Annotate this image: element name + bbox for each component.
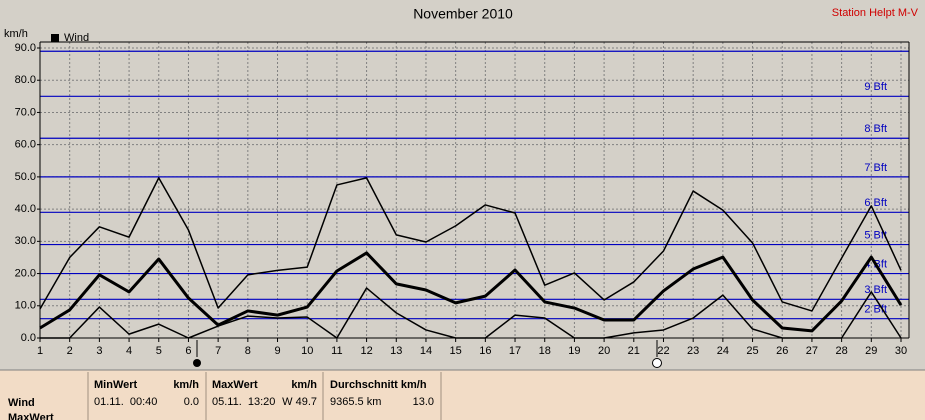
station-name: Station Helpt M-V bbox=[832, 7, 919, 19]
beaufort-label: 6 Bft bbox=[864, 197, 887, 209]
x-tick-label: 4 bbox=[126, 345, 132, 357]
wind-line bbox=[40, 287, 902, 339]
x-tick-label: 19 bbox=[568, 345, 580, 357]
legend-swatch bbox=[51, 34, 59, 42]
column-unit: km/h bbox=[173, 379, 199, 391]
cell: 05.11. 13:20 bbox=[212, 396, 275, 408]
x-tick-label: 2 bbox=[67, 345, 73, 357]
x-tick-label: 8 bbox=[245, 345, 251, 357]
y-tick-label: 70.0 bbox=[15, 106, 36, 118]
x-tick-label: 13 bbox=[390, 345, 402, 357]
x-tick-label: 5 bbox=[156, 345, 162, 357]
chart-title: November 2010 bbox=[413, 6, 513, 22]
y-tick-label: 30.0 bbox=[15, 235, 36, 247]
x-tick-label: 12 bbox=[360, 345, 372, 357]
x-tick-label: 6 bbox=[185, 345, 191, 357]
x-tick-label: 11 bbox=[331, 345, 342, 357]
wind-line bbox=[39, 251, 903, 333]
x-tick-label: 15 bbox=[450, 345, 462, 357]
cell: 13.0 bbox=[413, 396, 434, 408]
x-tick-label: 10 bbox=[301, 345, 313, 357]
y-tick-label: 10.0 bbox=[15, 300, 36, 312]
x-tick-label: 9 bbox=[274, 345, 280, 357]
x-tick-label: 23 bbox=[687, 345, 699, 357]
x-tick-label: 21 bbox=[628, 345, 640, 357]
x-tick-label: 20 bbox=[598, 345, 610, 357]
x-tick-label: 27 bbox=[806, 345, 818, 357]
x-tick-label: 24 bbox=[717, 345, 729, 357]
beaufort-label: 8 Bft bbox=[864, 123, 887, 135]
y-tick-label: 0.0 bbox=[21, 332, 36, 344]
beaufort-label: 2 Bft bbox=[864, 304, 887, 316]
cell: 9365.5 km bbox=[330, 396, 381, 408]
y-tick-label: 20.0 bbox=[15, 267, 36, 279]
column-title: MinWert bbox=[94, 379, 138, 391]
x-tick-label: 7 bbox=[215, 345, 221, 357]
x-tick-label: 3 bbox=[96, 345, 102, 357]
wind-line bbox=[39, 177, 902, 312]
column-unit: km/h bbox=[291, 379, 317, 391]
x-tick-label: 1 bbox=[37, 345, 43, 357]
cell: 01.11. 00:40 bbox=[94, 396, 157, 408]
cell: W 49.7 bbox=[282, 396, 317, 408]
plot: 0.0 10.0 20.0 30.0 40.0 50.0 60.0 70.0 80.0 90.0 1… bbox=[15, 41, 910, 357]
moon-new bbox=[193, 359, 201, 367]
y-tick-label: 40.0 bbox=[15, 203, 36, 215]
beaufort-label: 7 Bft bbox=[864, 162, 887, 174]
summary-bg bbox=[0, 370, 925, 420]
x-tick-label: 14 bbox=[420, 345, 432, 357]
legend-label: Wind bbox=[64, 32, 89, 44]
beaufort-label: 3 Bft bbox=[864, 284, 887, 296]
x-tick-label: 26 bbox=[776, 345, 788, 357]
moon-full bbox=[652, 358, 662, 368]
x-tick-label: 18 bbox=[539, 345, 551, 357]
x-tick-label: 17 bbox=[509, 345, 521, 357]
x-tick-label: 30 bbox=[895, 345, 907, 357]
column-title: MaxWert bbox=[212, 379, 258, 391]
y-tick-label: 90.0 bbox=[15, 42, 36, 54]
beaufort-label: 9 Bft bbox=[864, 81, 887, 93]
cell: 0.0 bbox=[184, 396, 199, 408]
x-tick-label: 28 bbox=[835, 345, 847, 357]
y-axis-label: km/h bbox=[4, 28, 28, 40]
x-tick-label: 25 bbox=[746, 345, 758, 357]
row-label: Wind bbox=[8, 397, 35, 409]
y-tick-label: 50.0 bbox=[15, 171, 36, 183]
y-tick-label: 60.0 bbox=[15, 139, 36, 151]
y-tick-label: 80.0 bbox=[15, 74, 36, 86]
column-title: Durchschnitt km/h bbox=[330, 379, 427, 391]
x-tick-label: 22 bbox=[657, 345, 669, 357]
x-tick-label: 29 bbox=[865, 345, 877, 357]
summary-panel: Wind MaxWert MinWert km/h 01.11. 00:40 0… bbox=[0, 369, 925, 420]
x-tick-label: 16 bbox=[479, 345, 491, 357]
plot-area bbox=[40, 42, 909, 338]
row-label: MaxWert bbox=[8, 412, 54, 420]
beaufort-label: 5 Bft bbox=[864, 229, 887, 241]
